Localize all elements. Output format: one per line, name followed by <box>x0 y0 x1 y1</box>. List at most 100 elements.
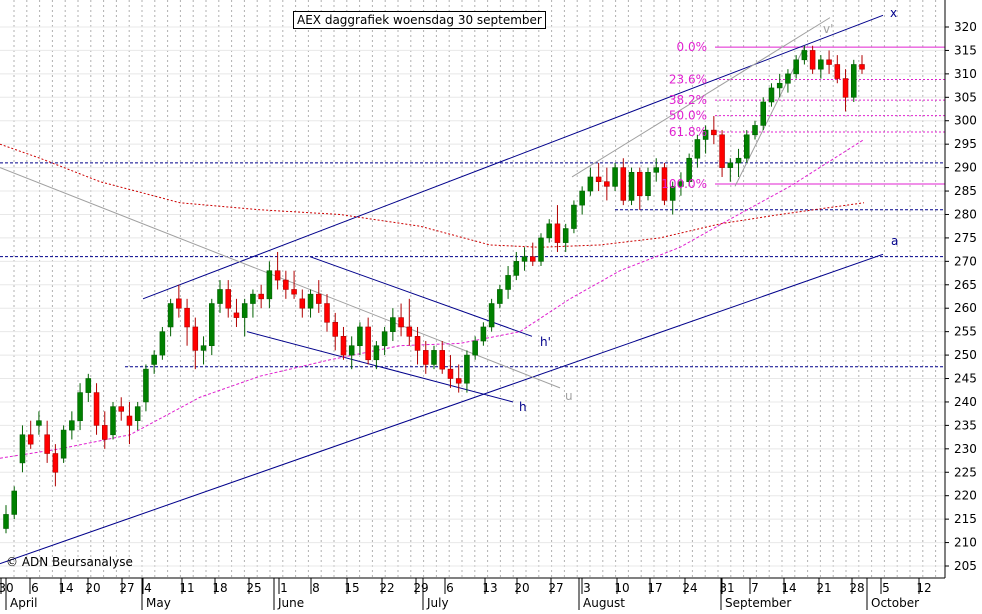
candle-body <box>653 167 659 173</box>
candle-body <box>44 434 50 454</box>
candle-body <box>102 425 108 440</box>
grid-layer <box>0 0 945 578</box>
x-day-label: 11 <box>179 581 194 595</box>
candle-body <box>373 345 380 361</box>
x-day-label: 4 <box>144 581 152 595</box>
candle-body <box>480 326 487 342</box>
candle-body <box>760 101 766 126</box>
candle-body <box>620 167 627 201</box>
candle-body <box>118 406 124 412</box>
x-day-label: 22 <box>379 581 394 595</box>
candle-body <box>200 345 207 351</box>
x-day-label: 14 <box>781 581 796 595</box>
candle-body <box>513 261 520 276</box>
candle-body <box>521 256 528 262</box>
candle-body <box>52 453 59 473</box>
x-month-label: September <box>725 596 791 610</box>
y-tick-label: 285 <box>954 184 977 198</box>
candle-body <box>455 378 462 384</box>
fib-level-label: 0.0% <box>677 40 708 54</box>
candle-body <box>686 157 692 182</box>
fib-level-label: 23.6% <box>669 72 707 86</box>
candle-body <box>266 270 273 300</box>
candle-body <box>365 326 371 361</box>
y-tick-label: 230 <box>954 442 977 456</box>
candle-body <box>562 228 569 243</box>
candle-body <box>250 293 256 304</box>
candle-body <box>488 303 495 328</box>
candle-body <box>340 336 347 356</box>
candle-body <box>192 326 199 351</box>
candle-body <box>390 317 396 332</box>
candle-body <box>571 204 577 229</box>
x-month-label: April <box>10 596 37 610</box>
x-day-label: 20 <box>514 581 529 595</box>
candle-body <box>636 171 643 197</box>
candle-body <box>661 167 668 201</box>
candle-body <box>538 237 544 262</box>
candle-body <box>809 50 816 70</box>
candle-body <box>93 392 100 426</box>
x-day-label: 15 <box>344 581 359 595</box>
candle-body <box>612 167 618 187</box>
candle-body <box>628 171 635 201</box>
candle-body <box>307 293 314 309</box>
x-month-label: October <box>871 596 919 610</box>
candle-body <box>752 125 758 136</box>
candle-body <box>859 64 865 70</box>
candle-body <box>826 59 832 65</box>
y-tick-label: 255 <box>954 325 977 339</box>
candle-body <box>768 87 775 103</box>
candle-body <box>151 354 157 365</box>
candle-body <box>283 279 289 290</box>
candle-body <box>406 326 413 337</box>
trend-line-label: v' <box>823 22 833 36</box>
x-day-label: 27 <box>119 581 134 595</box>
candle-body <box>134 406 141 422</box>
y-tick-label: 250 <box>954 348 977 362</box>
x-day-label: 10 <box>614 581 629 595</box>
x-day-label: 12 <box>916 581 931 595</box>
channel-lower-line-a <box>0 253 884 565</box>
y-tick-label: 210 <box>954 536 977 550</box>
fib-level-label: 100.0% <box>661 177 707 191</box>
candle-body <box>785 73 791 84</box>
candle-body <box>422 350 429 365</box>
fib-level-label: 38.2% <box>669 93 707 107</box>
y-tick-label: 270 <box>954 254 977 268</box>
candle-body <box>85 378 92 393</box>
candle-body <box>497 289 503 304</box>
chart-title: AEX daggrafiek woensdag 30 september <box>293 11 546 29</box>
candle-body <box>801 50 808 61</box>
x-day-label: 17 <box>647 581 662 595</box>
x-day-label: 3 <box>583 581 591 595</box>
candle-body <box>110 406 116 436</box>
y-tick-label: 225 <box>954 465 977 479</box>
y-tick-label: 320 <box>954 20 977 34</box>
x-day-label: 21 <box>816 581 831 595</box>
candle-body <box>678 181 684 187</box>
y-tick-label: 260 <box>954 301 977 315</box>
x-day-label: 5 <box>882 581 890 595</box>
candle-body <box>529 256 536 262</box>
y-tick-label: 240 <box>954 395 977 409</box>
candle-body <box>735 157 742 164</box>
y-tick-label: 290 <box>954 161 977 175</box>
candle-body <box>299 298 306 309</box>
candle-body <box>645 171 651 197</box>
candle-body <box>143 368 149 403</box>
candle-body <box>554 223 561 243</box>
candle-body <box>439 350 445 370</box>
candle-body <box>595 176 602 182</box>
candle-body <box>414 336 421 351</box>
candle-body <box>274 270 281 281</box>
candle-body <box>324 303 330 323</box>
candle-body <box>217 289 223 304</box>
candle-body <box>505 275 511 290</box>
candle-body <box>587 176 594 192</box>
candle-body <box>472 340 478 356</box>
candle-body <box>291 289 297 295</box>
falling-channel-line-h-prime <box>309 256 533 337</box>
candle-body <box>711 129 717 136</box>
